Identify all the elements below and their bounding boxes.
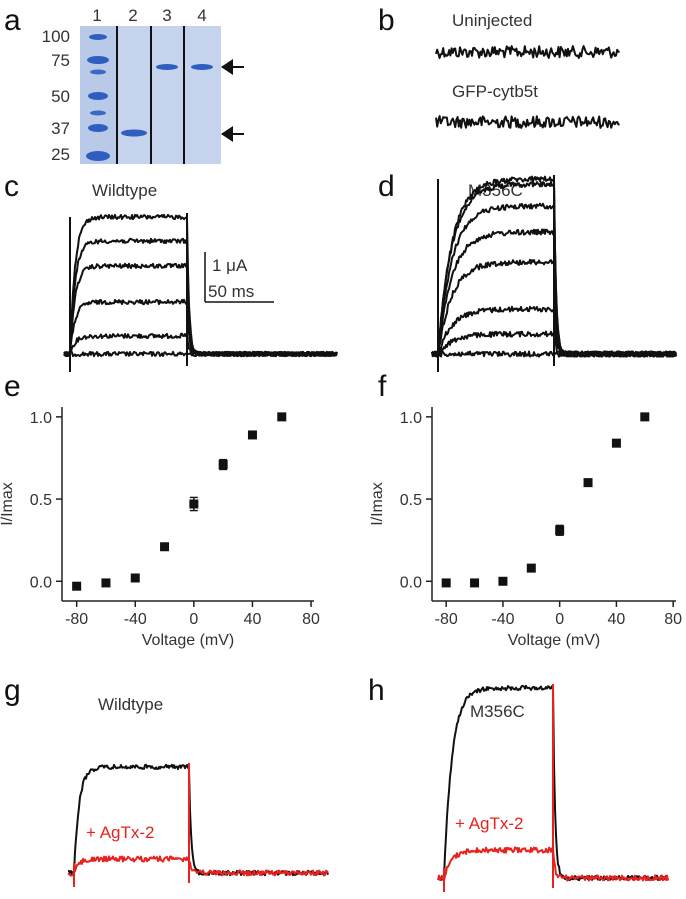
x-tick-label: 0: [189, 611, 198, 628]
gel-marker-label: 50: [51, 87, 70, 106]
current-trace: [63, 237, 338, 358]
traces-m356c-toxin: [437, 684, 669, 892]
data-point: [611, 438, 621, 448]
label-g-wildtype: Wildtype: [98, 695, 163, 714]
scale-time-label: 50 ms: [208, 282, 254, 301]
current-traces-wildtype: [63, 213, 338, 372]
x-tick-label: 80: [664, 611, 682, 628]
panel-label-f: f: [378, 370, 387, 403]
data-point: [189, 499, 199, 509]
panel-label-g: g: [4, 674, 21, 707]
gel-band-lane-2: [121, 129, 147, 137]
gel-lane-number: 1: [92, 6, 101, 25]
data-point: [555, 525, 565, 535]
noise-trace: [435, 45, 620, 59]
traces-wildtype-toxin: [67, 763, 329, 887]
panel-a-gel: 1 2 3 4 100 75 50 37 25: [42, 6, 244, 164]
gel-lane-number: 2: [128, 6, 137, 25]
gel-lane-number: 3: [162, 6, 171, 25]
ladder-band: [86, 151, 110, 161]
x-tick-label: 40: [608, 611, 626, 628]
current-trace-toxin: [67, 855, 329, 877]
x-axis-label: Voltage (mV): [142, 632, 234, 649]
data-point: [526, 563, 536, 573]
label-g-agtx2: + AgTx-2: [86, 823, 155, 842]
ladder-band: [88, 124, 108, 132]
ladder-band: [90, 110, 106, 116]
panel-label-a: a: [4, 4, 21, 37]
panel-label-d: d: [378, 170, 395, 203]
gel-divider: [150, 26, 152, 164]
label-h-m356c: M356C: [470, 702, 525, 721]
data-point: [247, 430, 257, 440]
y-tick-label: 1.0: [30, 410, 52, 427]
gel-band-lane-3: [156, 64, 178, 70]
x-tick-label: -40: [124, 611, 147, 628]
x-tick-label: -80: [65, 611, 88, 628]
y-tick-label: 0.0: [400, 574, 422, 591]
gel-marker-label: 75: [51, 51, 70, 70]
x-axis-label: Voltage (mV): [508, 632, 600, 649]
data-point: [441, 578, 451, 588]
ladder-band: [88, 92, 108, 100]
ladder-band: [87, 56, 109, 64]
arrow-icon: [221, 126, 244, 142]
y-tick-label: 0.0: [30, 574, 52, 591]
current-trace: [63, 213, 338, 358]
current-trace: [63, 262, 338, 358]
gel-marker-label: 100: [42, 27, 70, 46]
data-point: [583, 478, 593, 488]
current-traces-m356c: [431, 175, 677, 372]
scale-current-label: 1 μA: [212, 256, 248, 275]
scale-bar: 1 μA 50 ms: [204, 252, 274, 303]
trace-uninjected: [435, 45, 620, 59]
panel-label-e: e: [4, 370, 21, 403]
data-point: [160, 542, 170, 552]
y-axis-label: I/Imax: [0, 482, 16, 526]
data-point: [470, 578, 480, 588]
x-tick-label: -40: [491, 611, 514, 628]
label-gfp-cytb5t: GFP-cytb5t: [452, 82, 538, 101]
gel-marker-label: 37: [51, 119, 70, 138]
chart-f: 0.0 0.5 1.0 -80 -40 0 40 80 Voltage (mV) I/Imax: [369, 407, 682, 649]
x-tick-label: 40: [244, 611, 262, 628]
label-wildtype: Wildtype: [92, 181, 157, 200]
panel-label-b: b: [378, 4, 395, 37]
gel-divider: [116, 26, 118, 164]
noise-trace: [435, 115, 620, 129]
y-tick-label: 0.5: [400, 492, 422, 509]
data-point: [218, 460, 228, 470]
y-tick-label: 1.0: [400, 410, 422, 427]
label-m356c: M356C: [468, 181, 523, 200]
x-tick-label: -80: [435, 611, 458, 628]
panel-label-h: h: [368, 674, 385, 707]
arrow-icon: [221, 59, 244, 75]
data-point: [277, 412, 287, 422]
trace-gfp-cytb5t: [435, 115, 620, 129]
label-h-agtx2: + AgTx-2: [455, 814, 524, 833]
x-tick-label: 80: [302, 611, 320, 628]
gel-lane-number: 4: [197, 6, 206, 25]
y-tick-label: 0.5: [30, 492, 52, 509]
gel-marker-label: 25: [51, 145, 70, 164]
ladder-band: [89, 34, 107, 40]
chart-e: 0.0 0.5 1.0 -80 -40 0 40 80 Voltage (mV) I/Imax: [0, 407, 320, 649]
label-uninjected: Uninjected: [452, 11, 532, 30]
current-trace: [63, 298, 338, 358]
data-point: [72, 581, 82, 591]
data-point: [640, 412, 650, 422]
gel-band-lane-4: [191, 64, 213, 70]
panel-label-c: c: [4, 170, 19, 203]
data-point: [498, 576, 508, 586]
data-point: [101, 578, 111, 588]
data-point: [130, 573, 140, 583]
x-tick-label: 0: [555, 611, 564, 628]
gel-divider: [183, 26, 185, 164]
y-axis-label: I/Imax: [369, 482, 386, 526]
ladder-band: [90, 69, 106, 75]
